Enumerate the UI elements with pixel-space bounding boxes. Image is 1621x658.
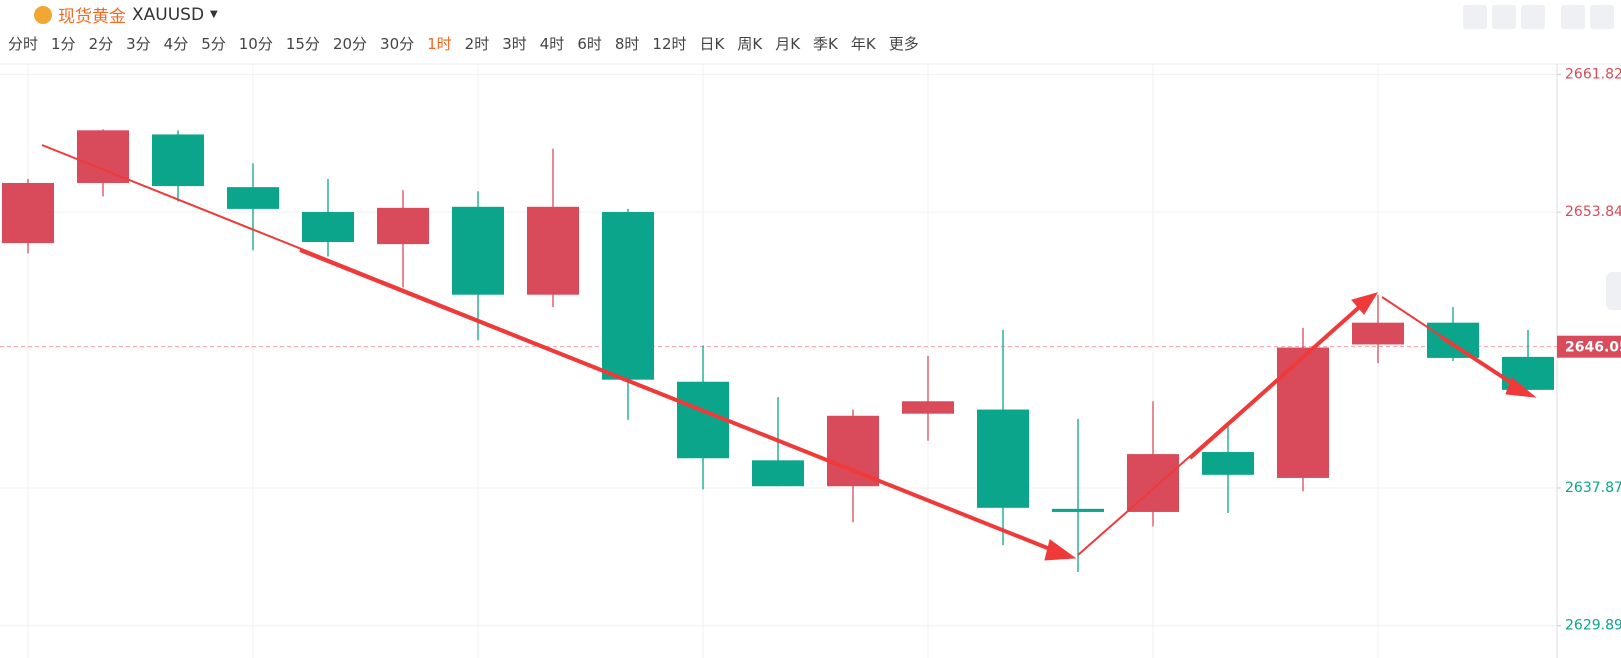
candle-body — [1127, 454, 1179, 512]
symbol-name: 现货黄金 — [58, 7, 126, 27]
dropdown-caret: ▼ — [210, 9, 218, 20]
period-button[interactable]: 2分 — [88, 35, 114, 53]
candle-body — [1427, 322, 1479, 358]
y-tick-label: 2629.89 — [1565, 618, 1621, 634]
tool-button[interactable] — [1492, 5, 1516, 29]
period-button[interactable]: 1时 — [427, 35, 452, 53]
tool-button[interactable] — [1521, 5, 1545, 29]
candle-body — [377, 207, 429, 245]
period-button[interactable]: 8时 — [614, 35, 640, 53]
period-button[interactable]: 30分 — [380, 35, 415, 53]
period-button[interactable]: 3分 — [126, 35, 151, 53]
side-tab[interactable] — [1606, 272, 1621, 310]
trend-arrows — [41, 144, 1537, 561]
period-button[interactable]: 3时 — [502, 35, 527, 53]
tool-button[interactable] — [1463, 5, 1487, 29]
period-button[interactable]: 更多 — [888, 35, 919, 53]
candle-body — [77, 130, 129, 183]
tool-button[interactable] — [1561, 5, 1585, 29]
candle-body — [1352, 322, 1404, 345]
period-button[interactable]: 1分 — [51, 35, 76, 53]
candle-body — [1052, 508, 1104, 512]
period-bar: 分时 1分 2分 3分 4分 5分 10分 15分 20分 30分 1时 2时 3时 4时 6时 8时 12时日… — [8, 33, 919, 54]
last-price-box — [1557, 335, 1621, 358]
candle-body — [1202, 452, 1254, 475]
period-button[interactable]: 15分 — [285, 35, 320, 53]
period-button[interactable]: 月K — [775, 35, 801, 53]
candle-body — [152, 134, 204, 187]
candle-body — [302, 211, 354, 243]
candle-body — [602, 211, 654, 380]
symbol[interactable]: 现货黄金 XAUUSD ▼ — [34, 2, 218, 27]
period-button[interactable]: 2时 — [464, 35, 490, 53]
period-button[interactable]: 10分 — [238, 35, 273, 53]
candle-body — [527, 206, 579, 295]
symbol-code: XAUUSD — [132, 4, 205, 25]
candle-body — [902, 401, 954, 414]
period-button[interactable]: 5分 — [201, 35, 226, 53]
period-button[interactable]: 年K — [850, 35, 876, 53]
period-button[interactable]: 6时 — [577, 35, 602, 53]
candle-body — [452, 206, 504, 295]
candle-body — [752, 460, 804, 487]
period-button[interactable]: 4时 — [539, 35, 565, 53]
coin-icon — [34, 5, 52, 24]
period-button[interactable]: 季K — [813, 35, 838, 53]
candle-body — [677, 381, 729, 459]
period-button[interactable]: 分时 — [8, 35, 39, 53]
period-button[interactable]: 日K — [699, 35, 725, 53]
y-tick-label: 2637.87 — [1565, 480, 1621, 496]
period-button[interactable]: 周K — [737, 35, 763, 53]
candle-body — [827, 415, 879, 487]
last-price-label: 2646.05 — [1565, 340, 1621, 356]
period-button[interactable]: 4分 — [163, 35, 189, 53]
period-button[interactable]: 12时 — [652, 35, 687, 53]
candle-body — [2, 182, 54, 244]
period-button[interactable]: 20分 — [332, 35, 368, 53]
candle-body — [977, 409, 1029, 508]
y-tick-label: 2661.82 — [1565, 66, 1621, 82]
y-tick-label: 2653.84 — [1565, 204, 1621, 220]
candle-body — [1277, 347, 1329, 478]
toolbar: 现货黄金 XAUUSD ▼ 分时 1分 2分 3分 4分 5分 10分 15分 20分 30分 1时 2时… — [0, 0, 1621, 64]
candle-body — [227, 187, 279, 209]
close-button[interactable] — [1590, 5, 1614, 29]
